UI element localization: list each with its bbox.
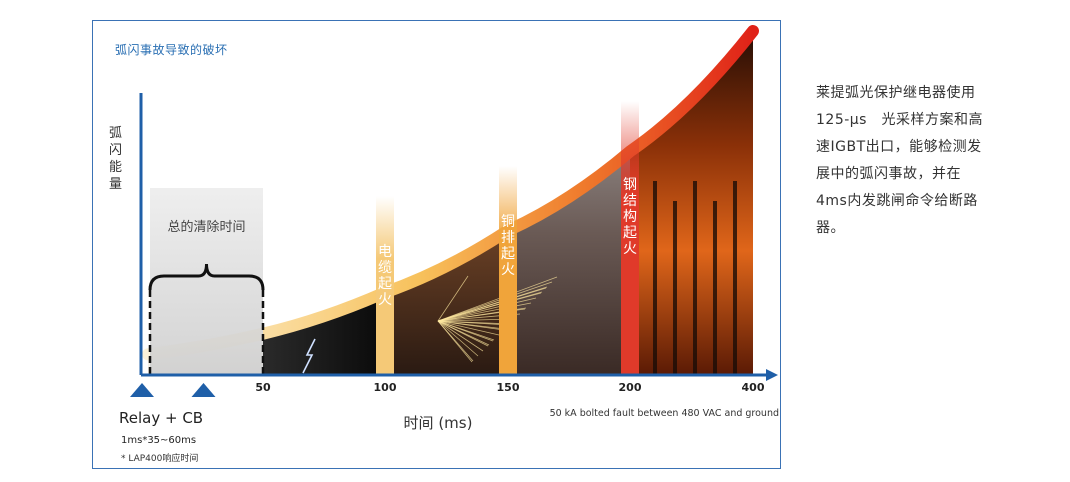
spark-line bbox=[437, 320, 484, 352]
steel-beam bbox=[693, 181, 697, 375]
spark-line bbox=[437, 320, 473, 363]
spark-line bbox=[437, 275, 469, 322]
spark-line bbox=[437, 320, 494, 342]
description-line: 速IGBT出口，能够检测发 bbox=[816, 139, 982, 155]
steel-beam bbox=[673, 201, 677, 375]
spark-line bbox=[437, 276, 558, 322]
description-line: 展中的弧闪事故，并在 bbox=[816, 166, 961, 182]
clearing-time-box bbox=[150, 188, 263, 375]
steel-beam bbox=[713, 201, 717, 375]
description-line: 器。 bbox=[816, 220, 845, 236]
x-tick-label: 100 bbox=[374, 381, 397, 394]
clearing-time-label: 总的清除时间 bbox=[167, 219, 245, 235]
event-bar-fill bbox=[376, 196, 394, 375]
spark-line bbox=[437, 287, 547, 322]
spark-line bbox=[437, 320, 479, 357]
event-label: 钢结构起火 bbox=[623, 177, 637, 257]
chart-title: 弧闪事故导致的破坏 bbox=[115, 43, 228, 57]
event-bar: 钢结构起火 bbox=[621, 101, 639, 375]
steel-beam bbox=[733, 181, 737, 375]
x-axis-arrow bbox=[766, 369, 778, 381]
event-bar-fill bbox=[621, 101, 639, 375]
description-line: 4ms内发跳闸命令给断路 bbox=[816, 193, 978, 209]
x-axis-label: 时间 (ms) bbox=[404, 414, 473, 432]
spark-line bbox=[437, 281, 553, 322]
response-marker bbox=[191, 383, 216, 397]
chart-canvas: 总的清除时间 电缆起火 铜排起火 钢结构起火 50 100 150 200 400 Rela… bbox=[119, 25, 779, 464]
relay-cb-label: Relay + CB bbox=[119, 409, 203, 427]
y-axis-label: 弧闪能量 bbox=[109, 126, 123, 192]
description-line: 莱提弧光保护继电器使用 bbox=[816, 85, 976, 101]
spark-line bbox=[437, 320, 489, 347]
event-label: 电缆起火 bbox=[378, 244, 392, 308]
spark-line bbox=[437, 320, 505, 331]
spark-line bbox=[437, 297, 537, 322]
response-marker bbox=[130, 383, 154, 397]
event-bar: 电缆起火 bbox=[376, 196, 394, 375]
x-tick-label: 200 bbox=[619, 381, 642, 394]
spark-line bbox=[437, 320, 500, 336]
x-tick-label: 150 bbox=[497, 381, 520, 394]
event-bar-fill bbox=[499, 166, 517, 375]
spark-line bbox=[437, 320, 510, 326]
x-tick-label: 50 bbox=[255, 381, 271, 394]
chart-panel: 弧闪事故导致的破坏 弧闪能量 bbox=[92, 20, 781, 469]
x-tick-label: 400 bbox=[742, 381, 765, 394]
fault-note-label: 50 kA bolted fault between 480 VAC and g… bbox=[550, 408, 779, 419]
lightning-icon bbox=[302, 338, 316, 374]
event-label: 铜排起火 bbox=[501, 214, 515, 278]
steel-beam bbox=[653, 181, 657, 375]
description-line: 125-μs 光采样方案和高 bbox=[816, 112, 983, 128]
event-bar: 铜排起火 bbox=[499, 166, 517, 375]
spark-line bbox=[437, 292, 542, 322]
steel-beam bbox=[753, 201, 757, 395]
relay-note-label: * LAP400响应时间 bbox=[121, 452, 198, 464]
description-text: 莱提弧光保护继电器使用 125-μs 光采样方案和高 速IGBT出口，能够检测发… bbox=[816, 80, 1006, 242]
clearing-time-brace bbox=[148, 263, 265, 291]
relay-timing-label: 1ms*35~60ms bbox=[121, 435, 196, 446]
